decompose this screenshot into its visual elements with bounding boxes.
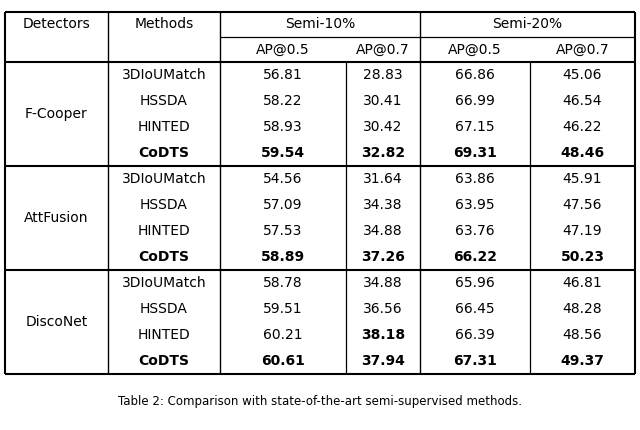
Text: 58.78: 58.78 bbox=[263, 276, 303, 290]
Text: Methods: Methods bbox=[134, 18, 194, 31]
Text: 63.86: 63.86 bbox=[455, 172, 495, 186]
Text: 66.22: 66.22 bbox=[453, 250, 497, 264]
Text: HINTED: HINTED bbox=[138, 224, 190, 238]
Text: 50.23: 50.23 bbox=[561, 250, 605, 264]
Text: 34.88: 34.88 bbox=[363, 224, 403, 238]
Text: 3DIoUMatch: 3DIoUMatch bbox=[122, 172, 206, 186]
Text: 59.51: 59.51 bbox=[263, 302, 303, 316]
Text: 3DIoUMatch: 3DIoUMatch bbox=[122, 276, 206, 290]
Text: 65.96: 65.96 bbox=[455, 276, 495, 290]
Text: 48.56: 48.56 bbox=[563, 328, 602, 342]
Text: 66.99: 66.99 bbox=[455, 94, 495, 108]
Text: 59.54: 59.54 bbox=[261, 146, 305, 160]
Text: 48.28: 48.28 bbox=[563, 302, 602, 316]
Text: AttFusion: AttFusion bbox=[24, 211, 89, 225]
Text: AP@0.7: AP@0.7 bbox=[556, 43, 609, 56]
Text: 69.31: 69.31 bbox=[453, 146, 497, 160]
Text: HSSDA: HSSDA bbox=[140, 302, 188, 316]
Text: 28.83: 28.83 bbox=[363, 68, 403, 82]
Text: AP@0.5: AP@0.5 bbox=[256, 43, 310, 56]
Text: 32.82: 32.82 bbox=[361, 146, 405, 160]
Text: 54.56: 54.56 bbox=[263, 172, 303, 186]
Text: HINTED: HINTED bbox=[138, 120, 190, 134]
Text: 36.56: 36.56 bbox=[363, 302, 403, 316]
Text: HSSDA: HSSDA bbox=[140, 94, 188, 108]
Text: 67.31: 67.31 bbox=[453, 354, 497, 368]
Text: 47.19: 47.19 bbox=[563, 224, 602, 238]
Text: 63.76: 63.76 bbox=[455, 224, 495, 238]
Text: 47.56: 47.56 bbox=[563, 198, 602, 212]
Text: 48.46: 48.46 bbox=[561, 146, 605, 160]
Text: 57.53: 57.53 bbox=[263, 224, 303, 238]
Text: CoDTS: CoDTS bbox=[138, 146, 189, 160]
Text: 60.61: 60.61 bbox=[261, 354, 305, 368]
Text: 63.95: 63.95 bbox=[455, 198, 495, 212]
Text: CoDTS: CoDTS bbox=[138, 354, 189, 368]
Text: 46.81: 46.81 bbox=[563, 276, 602, 290]
Text: 45.06: 45.06 bbox=[563, 68, 602, 82]
Text: 58.89: 58.89 bbox=[261, 250, 305, 264]
Text: 46.54: 46.54 bbox=[563, 94, 602, 108]
Text: 58.93: 58.93 bbox=[263, 120, 303, 134]
Text: 34.38: 34.38 bbox=[364, 198, 403, 212]
Text: 49.37: 49.37 bbox=[561, 354, 604, 368]
Text: 66.45: 66.45 bbox=[455, 302, 495, 316]
Text: 3DIoUMatch: 3DIoUMatch bbox=[122, 68, 206, 82]
Text: AP@0.7: AP@0.7 bbox=[356, 43, 410, 56]
Text: 37.26: 37.26 bbox=[361, 250, 405, 264]
Text: Table 2: Comparison with state-of-the-art semi-supervised methods.: Table 2: Comparison with state-of-the-ar… bbox=[118, 396, 522, 408]
Text: 66.86: 66.86 bbox=[455, 68, 495, 82]
Text: Semi-10%: Semi-10% bbox=[285, 18, 355, 31]
Text: AP@0.5: AP@0.5 bbox=[448, 43, 502, 56]
Text: 60.21: 60.21 bbox=[263, 328, 303, 342]
Text: 66.39: 66.39 bbox=[455, 328, 495, 342]
Text: Detectors: Detectors bbox=[22, 18, 90, 31]
Text: 38.18: 38.18 bbox=[361, 328, 405, 342]
Text: 30.41: 30.41 bbox=[364, 94, 403, 108]
Text: HINTED: HINTED bbox=[138, 328, 190, 342]
Text: HSSDA: HSSDA bbox=[140, 198, 188, 212]
Text: 67.15: 67.15 bbox=[455, 120, 495, 134]
Text: 56.81: 56.81 bbox=[263, 68, 303, 82]
Text: 37.94: 37.94 bbox=[361, 354, 405, 368]
Text: CoDTS: CoDTS bbox=[138, 250, 189, 264]
Text: F-Cooper: F-Cooper bbox=[25, 107, 88, 121]
Text: 34.88: 34.88 bbox=[363, 276, 403, 290]
Text: 57.09: 57.09 bbox=[263, 198, 303, 212]
Text: 46.22: 46.22 bbox=[563, 120, 602, 134]
Text: 31.64: 31.64 bbox=[363, 172, 403, 186]
Text: Semi-20%: Semi-20% bbox=[492, 18, 563, 31]
Text: 30.42: 30.42 bbox=[364, 120, 403, 134]
Text: DiscoNet: DiscoNet bbox=[26, 315, 88, 329]
Text: 45.91: 45.91 bbox=[563, 172, 602, 186]
Text: 58.22: 58.22 bbox=[263, 94, 303, 108]
